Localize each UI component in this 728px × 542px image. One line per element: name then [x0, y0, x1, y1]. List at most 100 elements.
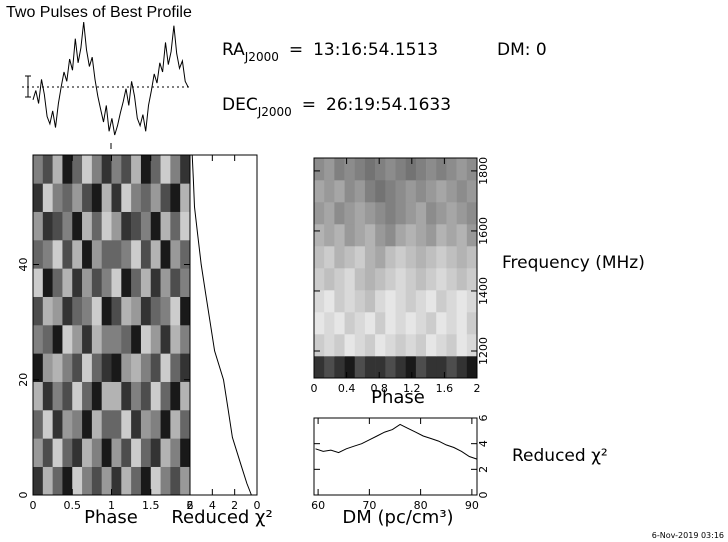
- x-tick-label: 2: [474, 382, 481, 395]
- heat-cell: [364, 356, 376, 379]
- heat-cell: [375, 224, 386, 247]
- heat-cell: [111, 381, 122, 411]
- y-axis-label: Reduced χ²: [512, 446, 608, 466]
- heat-cell: [91, 325, 102, 354]
- heat-cell: [33, 466, 44, 496]
- heat-cell: [170, 410, 181, 439]
- heat-cell: [42, 183, 53, 212]
- heat-cell: [436, 356, 447, 379]
- heat-cell: [375, 312, 386, 335]
- heat-cell: [364, 224, 376, 247]
- heat-cell: [140, 155, 152, 184]
- heat-cell: [375, 180, 386, 203]
- heat-cell: [52, 268, 63, 297]
- heat-cell: [415, 356, 427, 379]
- dec-sub: J2000: [257, 105, 292, 119]
- heat-cell: [170, 296, 181, 326]
- heat-cell: [160, 155, 171, 184]
- heat-cell: [426, 312, 437, 335]
- heat-cell: [426, 246, 437, 269]
- heat-cell: [314, 268, 325, 291]
- frame: [313, 157, 478, 379]
- heat-cell: [436, 158, 447, 181]
- heat-cell: [82, 438, 93, 467]
- ra-text: RAJ2000 = 13:16:54.1513: [222, 40, 438, 64]
- heat-cell: [160, 240, 171, 269]
- heat-cell: [160, 438, 171, 467]
- heat-cell: [72, 183, 83, 212]
- heat-cell: [131, 325, 142, 354]
- heat-cell: [385, 268, 396, 291]
- heat-cell: [354, 334, 366, 357]
- heat-cell: [140, 240, 152, 269]
- heat-cell: [415, 268, 427, 291]
- ra-value: 13:16:54.1513: [313, 40, 438, 60]
- heat-cell: [91, 211, 102, 241]
- heat-cell: [344, 334, 356, 357]
- heat-cell: [405, 312, 417, 335]
- heat-cell: [121, 268, 132, 297]
- heat-cell: [324, 312, 335, 335]
- heat-cell: [62, 466, 73, 496]
- heat-cell: [385, 290, 396, 313]
- heat-cell: [101, 240, 112, 269]
- heat-cell: [101, 438, 112, 467]
- heat-cell: [42, 410, 53, 439]
- heat-cell: [375, 334, 386, 357]
- heat-cell: [364, 202, 376, 225]
- heat-cell: [456, 180, 468, 203]
- heat-cell: [62, 410, 73, 439]
- heat-cell: [456, 224, 468, 247]
- heat-cell: [324, 180, 335, 203]
- heat-cell: [33, 155, 44, 184]
- heat-cell: [405, 202, 417, 225]
- heat-cell: [121, 296, 132, 326]
- heat-cell: [131, 466, 142, 496]
- heat-cell: [180, 353, 191, 382]
- heat-cell: [101, 268, 112, 297]
- heat-cell: [160, 268, 171, 297]
- heat-cell: [140, 183, 152, 212]
- heat-cell: [446, 180, 457, 203]
- heat-cell: [82, 410, 93, 439]
- heat-cell: [385, 158, 396, 181]
- heat-cell: [52, 438, 63, 467]
- heat-cell: [121, 381, 132, 411]
- heat-cell: [140, 325, 152, 354]
- heat-cell: [344, 246, 356, 269]
- heat-cell: [180, 410, 191, 439]
- heat-cell: [33, 240, 44, 269]
- heat-cell: [111, 296, 122, 326]
- heat-cell: [364, 268, 376, 291]
- ra-sub: J2000: [244, 50, 279, 64]
- heat-cell: [426, 334, 437, 357]
- frame: [189, 154, 258, 496]
- heat-cell: [314, 246, 325, 269]
- heat-cell: [334, 180, 345, 203]
- heat-cell: [314, 180, 325, 203]
- heat-cell: [62, 353, 73, 382]
- heat-cell: [42, 296, 53, 326]
- heat-cell: [334, 312, 345, 335]
- heat-cell: [354, 246, 366, 269]
- heat-cell: [150, 183, 161, 212]
- line: [191, 154, 252, 496]
- heat-cell: [72, 353, 83, 382]
- heat-cell: [111, 183, 122, 212]
- heat-cell: [324, 158, 335, 181]
- heat-cell: [150, 325, 161, 354]
- heat-cell: [111, 353, 122, 382]
- heat-cell: [314, 290, 325, 313]
- y-tick-label: 1800: [477, 157, 490, 185]
- heat-cell: [150, 296, 161, 326]
- heat-cell: [101, 381, 112, 411]
- x-tick-label: 1.5: [142, 499, 160, 512]
- heat-cell: [82, 353, 93, 382]
- heat-cell: [466, 312, 478, 335]
- heat-cell: [466, 180, 478, 203]
- heat-cell: [131, 410, 142, 439]
- heat-cell: [415, 158, 427, 181]
- heat-cell: [426, 180, 437, 203]
